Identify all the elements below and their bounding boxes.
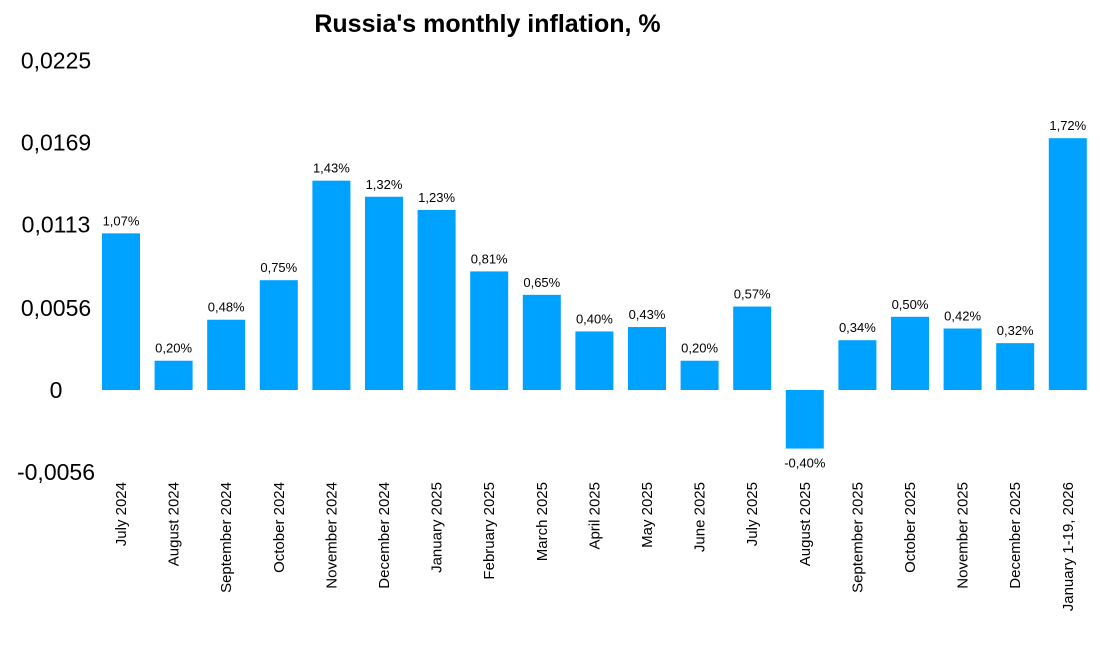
- bar: [996, 343, 1035, 390]
- x-tick-label: May 2025: [639, 482, 656, 548]
- y-tick-label: -0,0056: [17, 459, 95, 485]
- bar: [312, 180, 351, 390]
- x-tick-label: January 2025: [429, 482, 446, 573]
- data-label: 0,40%: [576, 311, 613, 326]
- data-label: 0,48%: [208, 300, 245, 315]
- bar: [417, 209, 456, 390]
- x-tick-label: June 2025: [692, 482, 709, 552]
- bar: [522, 294, 561, 390]
- bar: [259, 280, 298, 390]
- x-tick-label: January 1-19, 2026: [1060, 482, 1077, 611]
- bar: [628, 327, 666, 390]
- data-label: 1,07%: [103, 213, 140, 228]
- bar: [1048, 138, 1087, 390]
- bar: [680, 360, 719, 390]
- y-tick-label: 0,0169: [21, 130, 91, 156]
- bar: [365, 196, 403, 390]
- x-tick-label: April 2025: [586, 482, 603, 550]
- data-label: 0,43%: [629, 307, 666, 322]
- x-tick-label: March 2025: [534, 482, 551, 561]
- x-tick-label: October 2024: [271, 482, 288, 573]
- x-tick-label: November 2025: [955, 482, 972, 589]
- bar: [733, 306, 772, 390]
- x-tick-label: February 2025: [481, 482, 498, 580]
- data-label: 1,72%: [1049, 118, 1086, 133]
- y-tick-label: 0,0225: [21, 48, 91, 74]
- data-label: 0,20%: [155, 341, 192, 356]
- data-label: 0,57%: [734, 287, 771, 302]
- data-label: 1,32%: [366, 177, 403, 192]
- bar: [575, 331, 614, 390]
- data-label: 0,32%: [997, 323, 1034, 338]
- y-tick-label: 0,0113: [22, 212, 91, 238]
- bar: [838, 340, 877, 390]
- bar: [102, 233, 140, 390]
- x-tick-label: December 2025: [1007, 482, 1024, 589]
- bar: [891, 316, 929, 390]
- bar: [207, 319, 246, 390]
- bar: [470, 271, 509, 390]
- chart-title: Russia's monthly inflation, %: [314, 10, 661, 38]
- x-tick-label: December 2024: [376, 482, 393, 589]
- data-label: 0,81%: [471, 251, 508, 266]
- data-label: 0,65%: [523, 275, 560, 290]
- x-tick-label: August 2024: [166, 482, 183, 566]
- data-label: 1,43%: [313, 161, 350, 176]
- y-tick-label: 0,0056: [21, 295, 91, 321]
- data-label: 0,42%: [944, 309, 981, 324]
- bar: [154, 360, 193, 390]
- data-label: 0,75%: [260, 260, 297, 275]
- bar: [943, 328, 982, 390]
- x-tick-label: October 2025: [902, 482, 919, 573]
- data-label: 0,34%: [839, 320, 876, 335]
- x-tick-label: July 2024: [113, 482, 130, 546]
- data-label: -0,40%: [784, 456, 826, 471]
- data-label: 1,23%: [418, 190, 455, 205]
- x-tick-label: July 2025: [744, 482, 761, 546]
- bar: [785, 390, 824, 449]
- data-label: 0,20%: [681, 341, 718, 356]
- y-tick-label: 0: [50, 377, 63, 403]
- x-tick-label: November 2024: [323, 482, 340, 589]
- data-label: 0,50%: [892, 297, 929, 312]
- x-tick-label: August 2025: [797, 482, 814, 566]
- x-tick-label: September 2025: [849, 482, 866, 593]
- x-tick-label: September 2024: [218, 482, 235, 593]
